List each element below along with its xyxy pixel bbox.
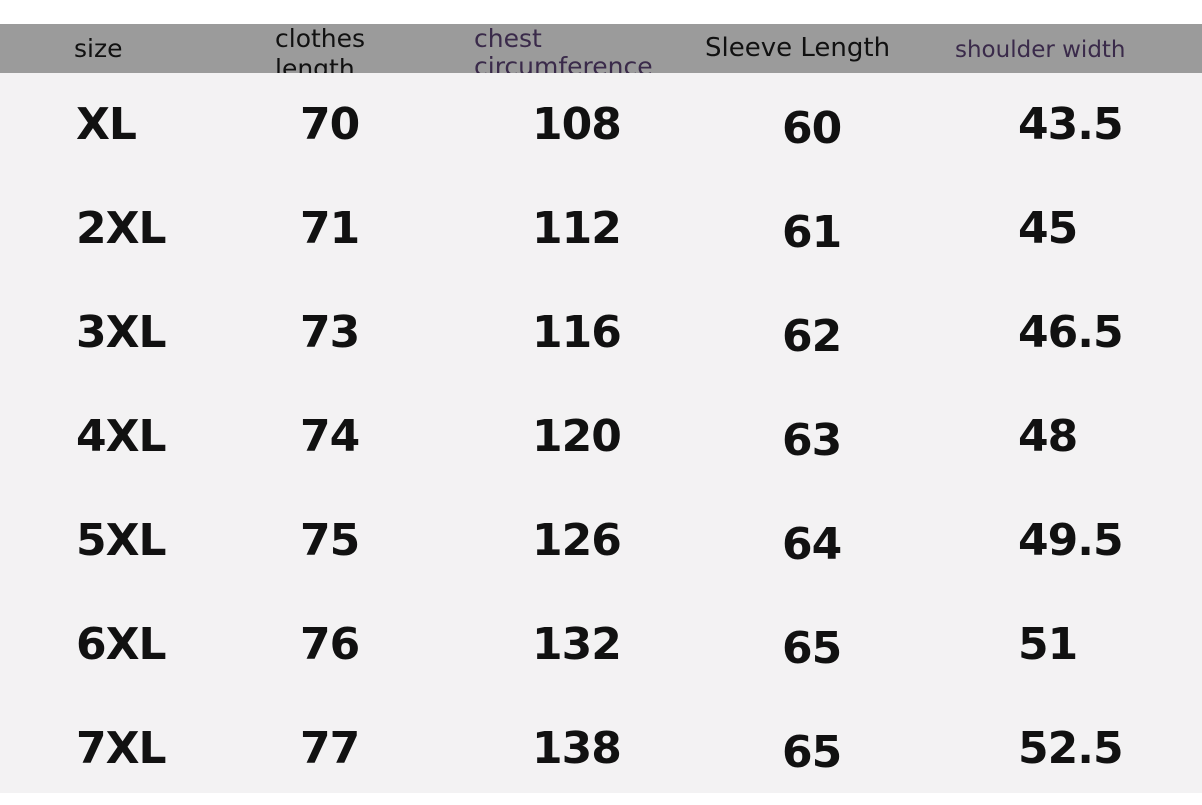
cell-sleeve-length: 61 <box>782 207 842 258</box>
cell-shoulder-width: 52.5 <box>1018 723 1124 774</box>
table-row: 4XL 74 120 63 48 <box>0 385 1202 489</box>
cell-shoulder-width: 43.5 <box>1018 99 1124 150</box>
cell-size: 7XL <box>76 723 167 774</box>
table-row: 2XL 71 112 61 45 <box>0 177 1202 281</box>
cell-chest: 116 <box>532 307 622 358</box>
cell-size: 2XL <box>76 203 167 254</box>
table-row: 7XL 77 138 65 52.5 <box>0 697 1202 801</box>
cell-chest: 108 <box>532 99 622 150</box>
cell-sleeve-length: 64 <box>782 519 842 570</box>
cell-size: 4XL <box>76 411 167 462</box>
cell-clothes-length: 71 <box>300 203 360 254</box>
cell-size: 5XL <box>76 515 167 566</box>
cell-chest: 112 <box>532 203 622 254</box>
cell-size: 3XL <box>76 307 167 358</box>
table-row: XL 70 108 60 43.5 <box>0 73 1202 177</box>
cell-sleeve-length: 63 <box>782 415 842 466</box>
cell-clothes-length: 73 <box>300 307 360 358</box>
cell-chest: 120 <box>532 411 622 462</box>
cell-clothes-length: 70 <box>300 99 360 150</box>
cell-sleeve-length: 65 <box>782 727 842 778</box>
header-chest-line1: chest <box>474 24 542 53</box>
header-sleeve-length: Sleeve Length <box>705 33 891 63</box>
cell-sleeve-length: 60 <box>782 103 842 154</box>
header-clothes-length-line1: clothes <box>275 24 366 53</box>
cell-size: 6XL <box>76 619 167 670</box>
cell-shoulder-width: 49.5 <box>1018 515 1124 566</box>
header-size: size <box>74 34 123 63</box>
table-row: 3XL 73 116 62 46.5 <box>0 281 1202 385</box>
cell-shoulder-width: 45 <box>1018 203 1078 254</box>
cell-clothes-length: 76 <box>300 619 360 670</box>
cell-chest: 132 <box>532 619 622 670</box>
table-body: XL 70 108 60 43.5 2XL 71 112 61 45 3XL 73 116 62 46.5 4… <box>0 73 1202 793</box>
cell-chest: 138 <box>532 723 622 774</box>
cell-size: XL <box>76 99 137 150</box>
cell-shoulder-width: 46.5 <box>1018 307 1124 358</box>
header-shoulder-width: shoulder width <box>955 37 1126 63</box>
cell-clothes-length: 75 <box>300 515 360 566</box>
cell-clothes-length: 74 <box>300 411 360 462</box>
table-row: 6XL 76 132 65 51 <box>0 593 1202 697</box>
cell-sleeve-length: 62 <box>782 311 842 362</box>
cell-clothes-length: 77 <box>300 723 360 774</box>
table-row: 5XL 75 126 64 49.5 <box>0 489 1202 593</box>
cell-chest: 126 <box>532 515 622 566</box>
cell-shoulder-width: 48 <box>1018 411 1078 462</box>
cell-shoulder-width: 51 <box>1018 619 1078 670</box>
table-header: size clothes length chest circumference … <box>0 24 1202 83</box>
cell-sleeve-length: 65 <box>782 623 842 674</box>
